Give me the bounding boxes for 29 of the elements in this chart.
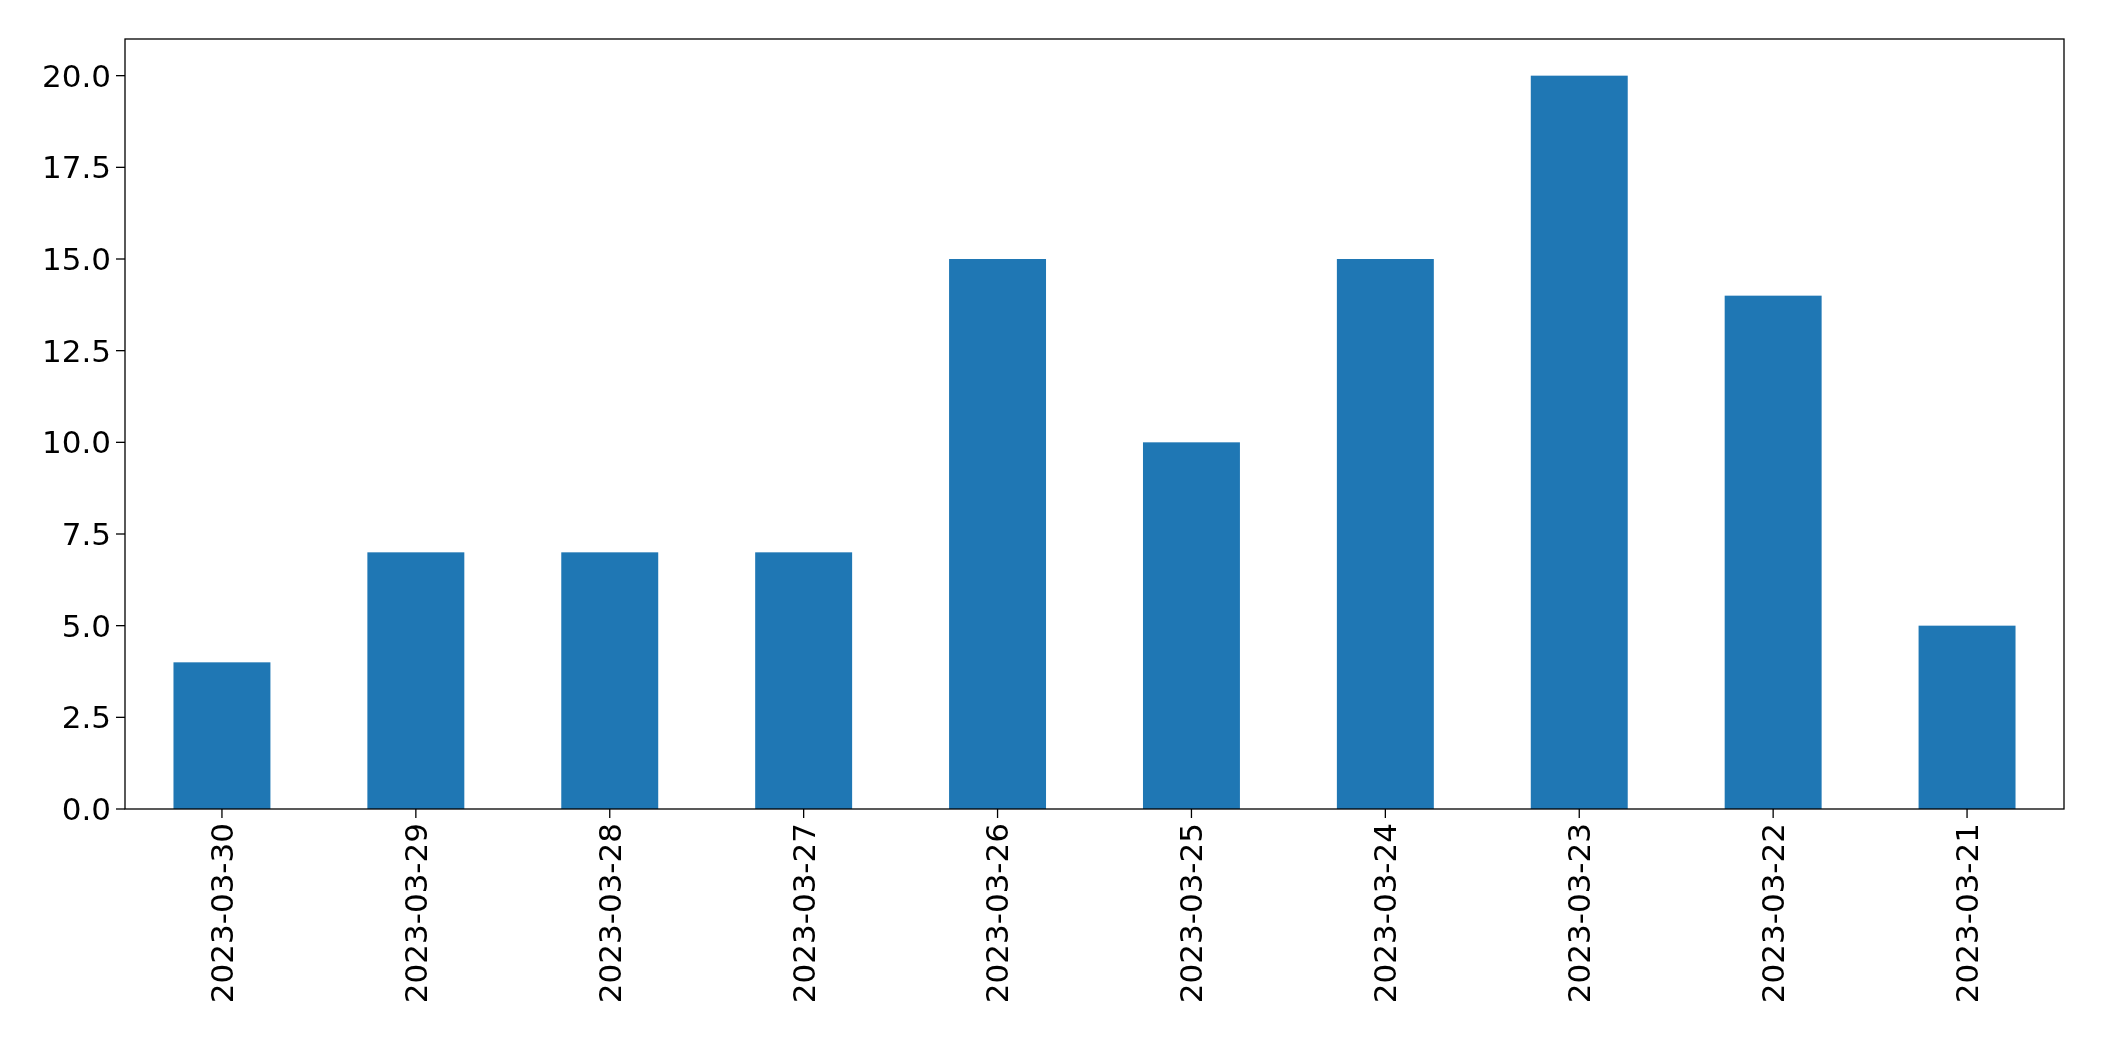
x-tick-label: 2023-03-27 [785, 823, 822, 1004]
x-tick-label: 2023-03-30 [203, 823, 240, 1004]
x-tick-label: 2023-03-29 [397, 823, 434, 1004]
bar [367, 552, 465, 809]
x-tick-label: 2023-03-24 [1367, 823, 1404, 1004]
y-tick-label: 10.0 [41, 424, 111, 461]
y-tick-label: 0.0 [61, 790, 111, 827]
y-tick-label: 17.5 [41, 149, 111, 186]
x-tick-label: 2023-03-28 [591, 823, 628, 1004]
y-tick-label: 5.0 [61, 607, 111, 644]
x-tick-label: 2023-03-21 [1948, 823, 1985, 1004]
x-tick-label: 2023-03-26 [979, 823, 1016, 1004]
y-tick-label: 2.5 [61, 699, 111, 736]
x-tick-label: 2023-03-22 [1755, 823, 1791, 1004]
bar [755, 552, 853, 809]
bar [949, 259, 1047, 809]
x-tick-label: 2023-03-23 [1561, 823, 1598, 1004]
bar [561, 552, 659, 809]
x-tick-label: 2023-03-25 [1173, 823, 1210, 1004]
bar [173, 662, 271, 809]
bar [1918, 625, 2016, 809]
y-tick-label: 12.5 [41, 332, 111, 369]
bar [1530, 75, 1628, 809]
bar [1142, 442, 1240, 809]
y-tick-label: 7.5 [61, 515, 111, 552]
y-tick-label: 15.0 [41, 240, 111, 277]
bar [1724, 295, 1822, 809]
y-tick-label: 20.0 [41, 57, 111, 94]
bar [1336, 259, 1434, 809]
